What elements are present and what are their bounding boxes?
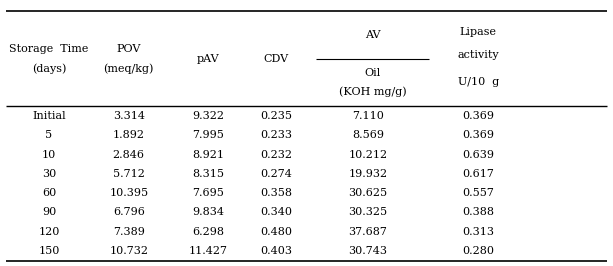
- Text: 7.695: 7.695: [192, 188, 224, 198]
- Text: 11.427: 11.427: [189, 246, 228, 256]
- Text: 7.389: 7.389: [113, 227, 145, 237]
- Text: 10.395: 10.395: [109, 188, 148, 198]
- Text: 0.369: 0.369: [462, 111, 494, 121]
- Text: Storage  Time: Storage Time: [9, 44, 89, 53]
- Text: AV: AV: [365, 30, 381, 40]
- Text: 0.313: 0.313: [462, 227, 494, 237]
- Text: activity: activity: [457, 49, 499, 60]
- Text: 0.340: 0.340: [260, 207, 292, 218]
- Text: 0.639: 0.639: [462, 149, 494, 160]
- Text: 2.846: 2.846: [113, 149, 145, 160]
- Text: (KOH mg/g): (KOH mg/g): [339, 86, 406, 97]
- Text: 0.403: 0.403: [260, 246, 292, 256]
- Text: 8.569: 8.569: [352, 130, 384, 140]
- Text: (days): (days): [32, 63, 66, 74]
- Text: 90: 90: [42, 207, 56, 218]
- Text: 120: 120: [39, 227, 59, 237]
- Text: Lipase: Lipase: [460, 27, 497, 37]
- Text: U/10  g: U/10 g: [457, 77, 499, 88]
- Text: CDV: CDV: [264, 53, 288, 64]
- Text: Oil: Oil: [365, 68, 381, 78]
- Text: 1.892: 1.892: [113, 130, 145, 140]
- Text: 30.625: 30.625: [348, 188, 387, 198]
- Text: 8.315: 8.315: [192, 169, 224, 179]
- Text: 3.314: 3.314: [113, 111, 145, 121]
- Text: 0.280: 0.280: [462, 246, 494, 256]
- Text: 9.834: 9.834: [192, 207, 224, 218]
- Text: 7.110: 7.110: [352, 111, 384, 121]
- Text: 0.480: 0.480: [260, 227, 292, 237]
- Text: 0.388: 0.388: [462, 207, 494, 218]
- Text: 30.325: 30.325: [348, 207, 387, 218]
- Text: 0.274: 0.274: [260, 169, 292, 179]
- Text: (meq/kg): (meq/kg): [104, 63, 154, 74]
- Text: 5.712: 5.712: [113, 169, 145, 179]
- Text: 6.298: 6.298: [192, 227, 224, 237]
- Text: 10: 10: [42, 149, 56, 160]
- Text: 150: 150: [39, 246, 59, 256]
- Text: 0.369: 0.369: [462, 130, 494, 140]
- Text: 0.358: 0.358: [260, 188, 292, 198]
- Text: POV: POV: [116, 44, 141, 53]
- Text: 37.687: 37.687: [348, 227, 387, 237]
- Text: 9.322: 9.322: [192, 111, 224, 121]
- Text: 10.732: 10.732: [109, 246, 148, 256]
- Text: 7.995: 7.995: [192, 130, 224, 140]
- Text: 0.557: 0.557: [462, 188, 494, 198]
- Text: 0.232: 0.232: [260, 149, 292, 160]
- Text: Initial: Initial: [32, 111, 66, 121]
- Text: 0.233: 0.233: [260, 130, 292, 140]
- Text: 0.617: 0.617: [462, 169, 494, 179]
- Text: 0.235: 0.235: [260, 111, 292, 121]
- Text: 19.932: 19.932: [348, 169, 387, 179]
- Text: 30: 30: [42, 169, 56, 179]
- Text: 5: 5: [45, 130, 53, 140]
- Text: 8.921: 8.921: [192, 149, 224, 160]
- Text: pAV: pAV: [197, 53, 219, 64]
- Text: 30.743: 30.743: [348, 246, 387, 256]
- Text: 6.796: 6.796: [113, 207, 145, 218]
- Text: 60: 60: [42, 188, 56, 198]
- Text: 10.212: 10.212: [348, 149, 387, 160]
